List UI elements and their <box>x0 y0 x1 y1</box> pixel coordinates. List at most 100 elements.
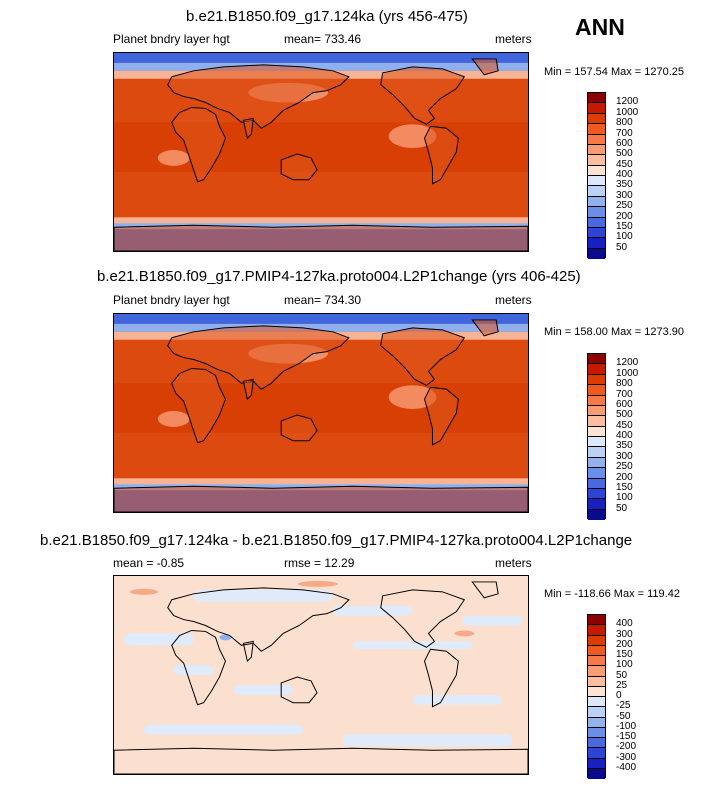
colorbar-tick-label: 100 <box>616 492 633 504</box>
panel-1-title: b.e21.B1850.f09_g17.124ka (yrs 456-475) <box>186 8 468 25</box>
colorbar-swatch <box>588 488 605 500</box>
colorbar-swatch <box>588 196 605 208</box>
colorbar-tick-label: -200 <box>616 741 637 753</box>
colorbar-swatch <box>588 227 605 239</box>
colorbar-swatch <box>588 364 605 375</box>
panel-2-variable: Planet bndry layer hgt <box>113 293 230 307</box>
panel-3-map <box>113 575 529 775</box>
colorbar-tick-label: 350 <box>616 179 633 191</box>
panel-1-variable: Planet bndry layer hgt <box>113 32 230 46</box>
colorbar-tick-label: 400 <box>616 169 633 180</box>
panel-1-units: meters <box>495 32 532 46</box>
colorbar-tick-label: -400 <box>616 761 637 773</box>
colorbar-tick-label: 1000 <box>616 367 639 379</box>
map-canvas <box>114 314 528 512</box>
colorbar-swatch <box>588 758 605 769</box>
colorbar-tick-label: 700 <box>616 388 633 400</box>
colorbar-tick-label: 350 <box>616 440 633 452</box>
colorbar-tick-label: 50 <box>616 502 628 514</box>
colorbar-swatch <box>588 405 605 417</box>
colorbar-tick-label: 100 <box>616 231 633 243</box>
colorbar-swatch <box>588 186 605 197</box>
colorbar-swatch <box>588 499 605 510</box>
panel-3-units: meters <box>495 556 532 570</box>
colorbar-tick-label: 0 <box>616 690 622 701</box>
colorbar-tick-label: 450 <box>616 158 633 170</box>
colorbar-swatch <box>588 103 605 114</box>
colorbar-swatch <box>588 615 605 626</box>
colorbar-tick-label: 400 <box>616 430 633 441</box>
colorbar-tick-label: -50 <box>616 710 631 722</box>
colorbar-tick-label: 200 <box>616 638 633 650</box>
colorbar-swatch <box>588 666 605 677</box>
colorbar-tick-label: 1000 <box>616 106 639 118</box>
panel-3-colorbar <box>587 614 606 779</box>
colorbar-tick-label: 100 <box>616 659 633 671</box>
colorbar-swatch <box>588 697 605 708</box>
colorbar-swatch <box>588 717 605 728</box>
colorbar-swatch <box>588 727 605 738</box>
panel-1-colorbar <box>587 92 606 259</box>
colorbar-tick-label: 250 <box>616 461 633 473</box>
colorbar-tick-label: 700 <box>616 127 633 139</box>
colorbar-swatch <box>588 217 605 228</box>
season-label: ANN <box>575 14 625 40</box>
colorbar-tick-label: 400 <box>616 618 633 630</box>
colorbar-swatch <box>588 93 605 104</box>
colorbar-swatch <box>588 457 605 469</box>
colorbar-tick-label: 600 <box>616 398 633 410</box>
colorbar-swatch <box>588 416 605 427</box>
panel-3-title: b.e21.B1850.f09_g17.124ka - b.e21.B1850.… <box>40 532 633 549</box>
colorbar-swatch <box>588 447 605 458</box>
colorbar-tick-label: 300 <box>616 450 633 462</box>
colorbar-tick-label: 200 <box>616 210 633 222</box>
colorbar-swatch <box>588 144 605 156</box>
colorbar-swatch <box>588 656 605 667</box>
panel-2-map <box>113 313 529 513</box>
colorbar-tick-label: 600 <box>616 137 633 149</box>
colorbar-swatch <box>588 395 605 406</box>
colorbar-tick-label: -300 <box>616 751 637 763</box>
colorbar-tick-label: -25 <box>616 700 631 712</box>
map-canvas <box>114 576 528 774</box>
colorbar-tick-label: 500 <box>616 148 633 160</box>
panel-2-colorbar <box>587 353 606 520</box>
colorbar-tick-label: 300 <box>616 189 633 201</box>
panel-3-mean: mean = -0.85 <box>113 556 185 570</box>
colorbar-tick-label: -150 <box>616 731 637 742</box>
colorbar-tick-label: 500 <box>616 409 633 421</box>
colorbar-swatch <box>588 238 605 249</box>
colorbar-swatch <box>588 207 605 218</box>
panel-2-units: meters <box>495 293 532 307</box>
colorbar-tick-label: 300 <box>616 628 633 640</box>
colorbar-swatch <box>588 468 605 479</box>
panel-2-mean: mean= 734.30 <box>284 293 362 307</box>
colorbar-swatch <box>588 124 605 135</box>
colorbar-tick-label: 50 <box>616 669 628 681</box>
colorbar-tick-label: 1200 <box>616 357 639 369</box>
colorbar-swatch <box>588 748 605 759</box>
colorbar-tick-label: 150 <box>616 649 633 660</box>
colorbar-swatch <box>588 707 605 718</box>
panel-1-map <box>113 52 529 252</box>
colorbar-tick-label: 1200 <box>616 96 639 108</box>
colorbar-swatch <box>588 635 605 646</box>
colorbar-swatch <box>588 176 605 187</box>
panel-2-title: b.e21.B1850.f09_g17.PMIP4-127ka.proto004… <box>97 268 581 285</box>
colorbar-swatch <box>588 374 605 386</box>
colorbar-tick-label: 150 <box>616 220 633 232</box>
colorbar-swatch <box>588 478 605 489</box>
colorbar-swatch <box>588 738 605 749</box>
colorbar-tick-label: 800 <box>616 117 633 129</box>
colorbar-swatch <box>588 113 605 125</box>
panel-3-minmax: Min = -118.66 Max = 119.42 <box>544 588 680 600</box>
colorbar-tick-label: 800 <box>616 378 633 390</box>
colorbar-swatch <box>588 676 605 687</box>
map-canvas <box>114 53 528 251</box>
colorbar-tick-label: 450 <box>616 419 633 431</box>
colorbar-swatch <box>588 385 605 396</box>
colorbar-tick-label: 150 <box>616 481 633 493</box>
colorbar-swatch <box>588 625 605 636</box>
colorbar-tick-label: 50 <box>616 241 628 253</box>
colorbar-tick-label: -100 <box>616 720 637 732</box>
